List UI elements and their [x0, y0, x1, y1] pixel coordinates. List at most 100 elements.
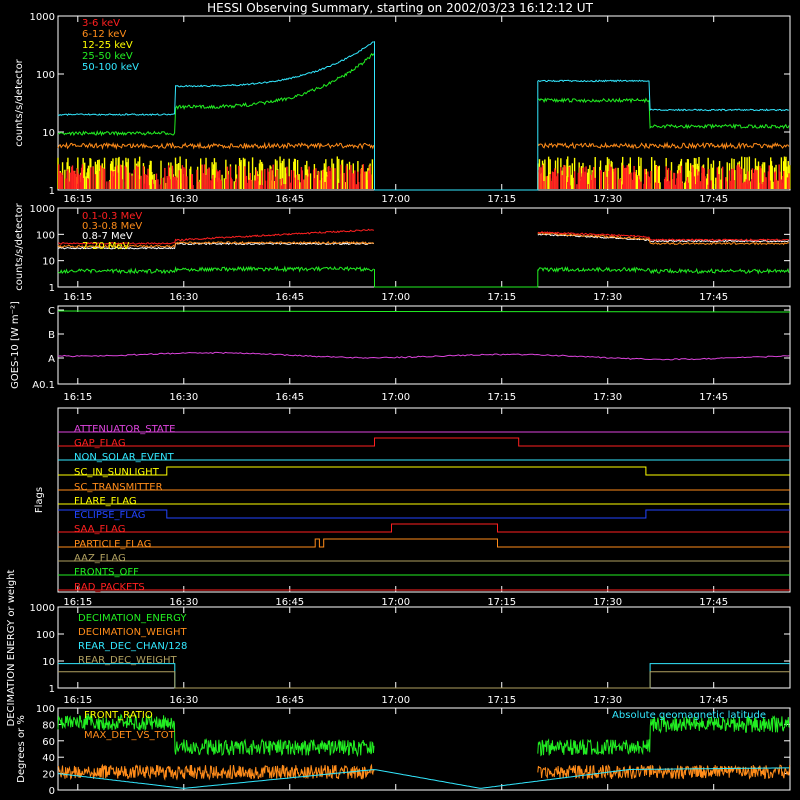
series-0-8-7mev-line [57, 242, 374, 250]
y-tick-label: 80 [42, 720, 55, 731]
max-det-line [57, 763, 375, 781]
legend-entry: 0.3-0.8 MeV [82, 221, 142, 232]
panel-1: 1 10 100 1000 counts/s/detector 16:15 16:30 16:… [14, 12, 791, 205]
flag-label: ECLIPSE_FLAG [74, 510, 145, 521]
series-0-1-0-3mev-line [537, 231, 789, 242]
x-tick-label: 17:15 [487, 597, 516, 608]
y-tick-label: 100 [36, 630, 55, 641]
x-tick-label: 16:30 [169, 194, 198, 205]
flag-line [58, 437, 790, 447]
x-tick-label: 16:30 [169, 597, 198, 608]
panel-3-frame [57, 305, 791, 385]
legend-entry: 25-50 keV [82, 51, 133, 62]
legend-entry: 50-100 keV [82, 62, 139, 73]
x-tick-label: 17:45 [699, 695, 728, 706]
x-tick-label: 17:30 [593, 597, 622, 608]
series-0-3-0-8mev-line [537, 232, 790, 246]
panel-4: Flags 16:15 16:30 16:45 17:00 17:15 17:30 17:45… [34, 407, 791, 608]
series-25-50kev-line [537, 97, 790, 130]
front-ratio-line [537, 715, 790, 757]
x-tick-label: 17:00 [381, 597, 410, 608]
series-7-20mev-line [537, 266, 790, 275]
series-0-3-0-8mev-line [57, 240, 375, 249]
x-tick-label: 17:30 [593, 392, 622, 403]
series-50-100kev-line [57, 41, 374, 117]
goes-long-channel-line [57, 310, 791, 313]
x-tick-label: 16:45 [275, 392, 304, 403]
x-tick-label: 17:15 [487, 292, 516, 303]
right-axis-label: Absolute geomagnetic latitude [612, 710, 766, 721]
y-tick-label: A [48, 354, 55, 365]
x-tick-label: 16:30 [169, 695, 198, 706]
flag-line [58, 538, 790, 548]
legend-entry: DECIMATION_ENERGY [78, 613, 187, 624]
panel-6: 0 20 40 60 80 100 Degrees or % FRONT_RATIO MAX_D… [16, 704, 791, 797]
x-tick-label: 17:00 [381, 292, 410, 303]
flag-label: AAZ_FLAG [74, 553, 126, 564]
y-tick-label: 10 [42, 657, 55, 668]
series-50-100kev-line [537, 79, 789, 112]
y-tick-label: 60 [42, 737, 55, 748]
flag-line [58, 509, 790, 519]
x-tick-label: 17:30 [593, 292, 622, 303]
panel-4-frame [57, 407, 791, 593]
y-tick-label: 1000 [30, 204, 55, 215]
y-tick-label: 1000 [30, 603, 55, 614]
y-axis-label: Degrees or % [16, 715, 27, 783]
chart-title: HESSI Observing Summary, starting on 200… [207, 1, 593, 15]
panel-5: 1 10 100 1000 DECIMATION ENERGY or weight 16:… [6, 569, 791, 726]
legend-entry: 0.1-0.3 MeV [82, 211, 142, 222]
x-tick-label: 17:00 [381, 392, 410, 403]
y-tick-label: 20 [42, 770, 55, 781]
y-axis-label: counts/s/detector [14, 58, 25, 146]
flag-label: FLARE_FLAG [74, 496, 137, 507]
legend-entry: REAR_DEC_WEIGHT [78, 655, 177, 666]
y-tick-label: 10 [42, 257, 55, 268]
flag-label: GAP_FLAG [74, 438, 126, 449]
flag-label: PARTICLE_FLAG [74, 539, 151, 550]
x-tick-label: 16:45 [275, 695, 304, 706]
x-tick-label: 17:15 [487, 194, 516, 205]
x-tick-label: 16:45 [275, 292, 304, 303]
x-tick-label: 16:15 [63, 292, 92, 303]
legend-entry: 3-6 keV [82, 18, 120, 29]
x-tick-label: 17:45 [699, 392, 728, 403]
x-tick-label: 16:15 [63, 194, 92, 205]
legend-entry: MAX_DET_VS_TOT [84, 730, 176, 741]
legend-entry: FRONT_RATIO [84, 710, 153, 721]
y-tick-label: 1 [49, 684, 55, 695]
y-axis-label: counts/s/detector [14, 202, 25, 290]
y-tick-label: 10 [42, 128, 55, 139]
flag-line [58, 466, 790, 476]
legend-entry: 6-12 keV [82, 29, 126, 40]
x-tick-label: 17:15 [487, 392, 516, 403]
flag-label: FRONTS_OFF [74, 567, 139, 578]
x-tick-label: 17:30 [593, 695, 622, 706]
front-ratio-line [57, 713, 375, 758]
panel-6-frame [57, 707, 791, 791]
y-tick-label: C [48, 306, 55, 317]
flag-label: ATTENUATOR_STATE [74, 424, 175, 435]
series-6-12kev-line [537, 141, 790, 151]
flag-label: NON_SOLAR_EVENT [74, 452, 175, 463]
panel-3: A0.1 A B C GOES-10 [W m⁻²] 16:15 16:30 16:45 17:… [10, 301, 791, 403]
y-tick-label: 100 [36, 230, 55, 241]
series-0-1-0-3mev-line [57, 228, 374, 245]
series-7-20mev-line [57, 265, 375, 275]
x-tick-label: 16:45 [275, 597, 304, 608]
x-tick-label: 16:45 [275, 194, 304, 205]
panel-2: 1 10 100 1000 counts/s/detector 16:15 16:30 16:… [14, 202, 791, 303]
series-6-12kev-line [57, 141, 375, 151]
flag-label: BAD_PACKETS [74, 582, 145, 593]
y-tick-label: 1 [49, 186, 55, 197]
flag-line [58, 523, 790, 533]
legend-entry: DECIMATION_WEIGHT [78, 627, 187, 638]
x-tick-label: 17:30 [593, 194, 622, 205]
x-tick-label: 17:45 [699, 597, 728, 608]
y-axis-label: Flags [34, 487, 45, 513]
flag-label: SC_IN_SUNLIGHT [74, 467, 160, 478]
series-50-100kev-gap [374, 41, 539, 191]
legend-entry: REAR_DEC_CHAN/128 [78, 641, 187, 652]
x-tick-label: 16:15 [63, 695, 92, 706]
